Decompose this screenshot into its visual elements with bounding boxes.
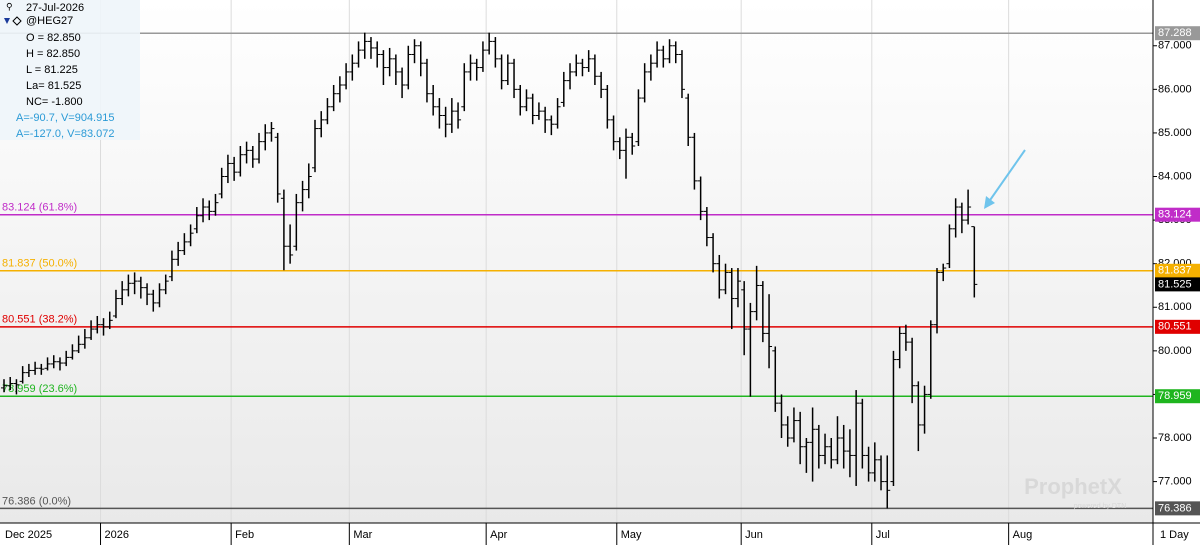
info-symbol: @HEG27	[26, 15, 73, 27]
level-value: 83.124	[1158, 209, 1192, 221]
y-axis: 77.00078.00079.00080.00081.00082.00083.0…	[1153, 26, 1200, 516]
watermark: ProphetX	[1024, 474, 1122, 499]
y-tick-label: 78.000	[1158, 432, 1192, 444]
y-axis-background	[1153, 0, 1200, 523]
x-tick-label: Jul	[876, 529, 890, 541]
info-line: NC= -1.800	[26, 96, 83, 108]
y-tick-label: 77.000	[1158, 476, 1192, 488]
level-box	[1155, 207, 1200, 222]
info-date: 27-Jul-2026	[26, 2, 84, 14]
level-label: 80.551 (38.2%)	[2, 314, 77, 326]
search-icon: ⚲	[6, 1, 13, 11]
level-value: 81.837	[1158, 265, 1192, 277]
x-tick-label: Apr	[490, 529, 507, 541]
period-label: 1 Day	[1160, 529, 1189, 541]
study-line: A=-90.7, V=904.915	[16, 112, 114, 124]
level-label: 76.386 (0.0%)	[2, 495, 71, 507]
y-tick-label: 84.000	[1158, 170, 1192, 182]
grid	[100, 0, 1010, 523]
level-value: 76.386	[1158, 502, 1192, 514]
symbol-icon	[12, 16, 22, 26]
bars	[1, 32, 978, 509]
y-tick-label: 87.000	[1158, 40, 1192, 52]
y-tick-label: 86.000	[1158, 83, 1192, 95]
info-background	[0, 0, 140, 140]
level-label: 83.124 (61.8%)	[2, 202, 77, 214]
x-tick-label: Aug	[1013, 529, 1033, 541]
last-price-label: 81.525	[1158, 278, 1192, 290]
x-tick-label: 2026	[105, 529, 129, 541]
level-box	[1155, 263, 1200, 278]
info-line: H = 82.850	[26, 48, 80, 60]
info-lines: O = 82.850 H = 82.850 L = 81.225 La= 81.525…	[16, 32, 114, 140]
level-box	[1155, 26, 1200, 41]
x-tick-label: Dec 2025	[5, 529, 52, 541]
annotation-arrowhead	[984, 196, 995, 209]
level-box	[1155, 319, 1200, 334]
x-tick-label: Jun	[745, 529, 763, 541]
info-panel: ⚲ 27-Jul-2026 @HEG27 O = 82.850 H = 82.85…	[0, 0, 140, 140]
plot-background	[0, 0, 1153, 523]
level-label: 81.837 (50.0%)	[2, 258, 77, 270]
last-price-box	[1155, 277, 1200, 292]
y-tick-label: 80.000	[1158, 345, 1192, 357]
x-axis-background	[0, 523, 1200, 545]
info-line: O = 82.850	[26, 32, 81, 44]
info-line: L = 81.225	[26, 64, 78, 76]
y-tick-label: 85.000	[1158, 127, 1192, 139]
study-line: A=-127.0, V=83.072	[16, 128, 114, 140]
level-value: 78.959	[1158, 390, 1192, 402]
level-value: 87.288	[1158, 27, 1192, 39]
info-line: La= 81.525	[26, 80, 81, 92]
x-tick-label: Mar	[353, 529, 372, 541]
x-tick-label: May	[621, 529, 642, 541]
level-box	[1155, 501, 1200, 516]
y-tick-label: 81.000	[1158, 301, 1192, 313]
levels: 83.124 (61.8%) 81.837 (50.0%) 80.551 (38.2…	[0, 32, 1153, 510]
level-label: 78.959 (23.6%)	[2, 383, 77, 395]
watermark-sub: powered by DTN	[1074, 503, 1127, 510]
x-tick-label: Feb	[235, 529, 254, 541]
annotation-arrow	[987, 149, 1026, 204]
x-axis: Dec 2025 2026 Feb Mar Apr May Jun Jul Aug	[5, 523, 1032, 545]
level-value: 80.551	[1158, 321, 1192, 333]
level-box	[1155, 389, 1200, 404]
collapse-icon	[4, 18, 10, 24]
